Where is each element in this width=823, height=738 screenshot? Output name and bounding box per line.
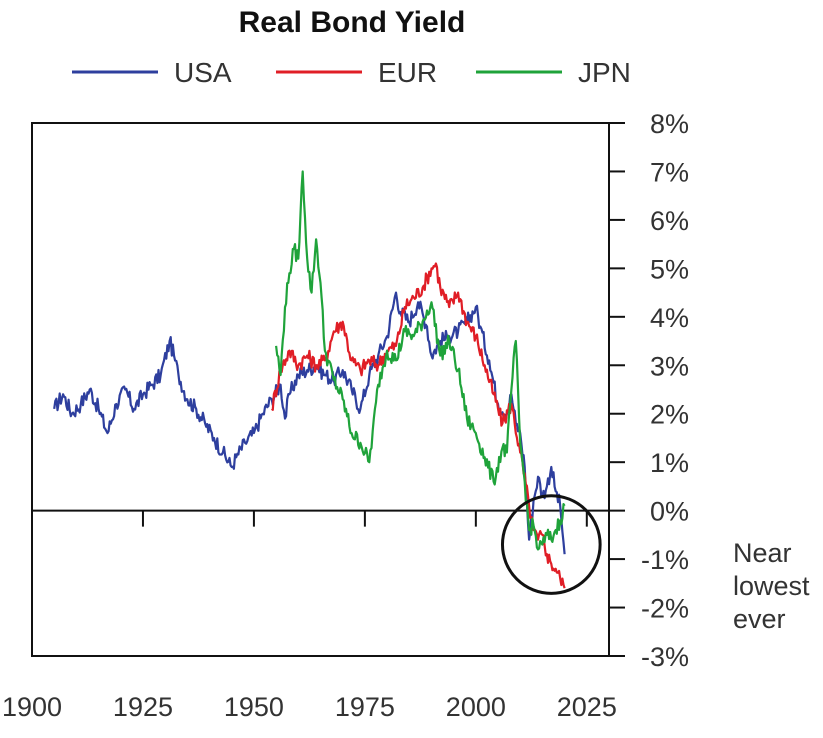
y-tick-label: -2% [641,594,689,624]
annotation-line-1: Near [733,538,792,568]
y-tick-label: 2% [650,400,689,430]
annotation-line-3: ever [733,604,786,634]
legend: USA EUR JPN [72,57,631,88]
y-tick-label: 1% [650,448,689,478]
annotation: Near lowest ever [500,494,810,634]
annotation-line-2: lowest [733,571,810,601]
y-tick-label: 6% [650,206,689,236]
plot-frame [31,122,610,657]
y-tick-label: 3% [650,351,689,381]
y-tick-label: 7% [650,157,689,187]
x-tick-label: 1950 [224,692,284,722]
legend-item-usa: USA [72,57,232,88]
series-line-eur [271,262,566,589]
legend-item-jpn: JPN [476,57,631,88]
x-tick-label: 1925 [113,692,173,722]
x-tick-label: 2000 [446,692,506,722]
series-line-jpn [275,170,566,551]
legend-label-eur: EUR [378,57,437,88]
x-tick-label: 1975 [335,692,395,722]
y-tick-label: 0% [650,497,689,527]
y-tick-label: -1% [641,545,689,575]
x-tick-label: 2025 [557,692,617,722]
legend-label-jpn: JPN [578,57,631,88]
x-axis: 1900 1925 1950 1975 2000 2025 [2,510,617,722]
series-line-usa [53,291,566,555]
legend-label-usa: USA [174,57,232,88]
y-tick-label: 4% [650,303,689,333]
y-axis: 8% 7% 6% 5% 4% 3% 2% 1% 0% -1% -2% -3% [609,109,689,672]
y-tick-label: -3% [641,642,689,672]
legend-item-eur: EUR [276,57,437,88]
y-tick-label: 5% [650,254,689,284]
x-tick-label: 1900 [2,692,62,722]
y-tick-label: 8% [650,109,689,139]
chart-title: Real Bond Yield [239,6,466,39]
annotation-circle [500,494,602,595]
series-layer [53,170,566,589]
